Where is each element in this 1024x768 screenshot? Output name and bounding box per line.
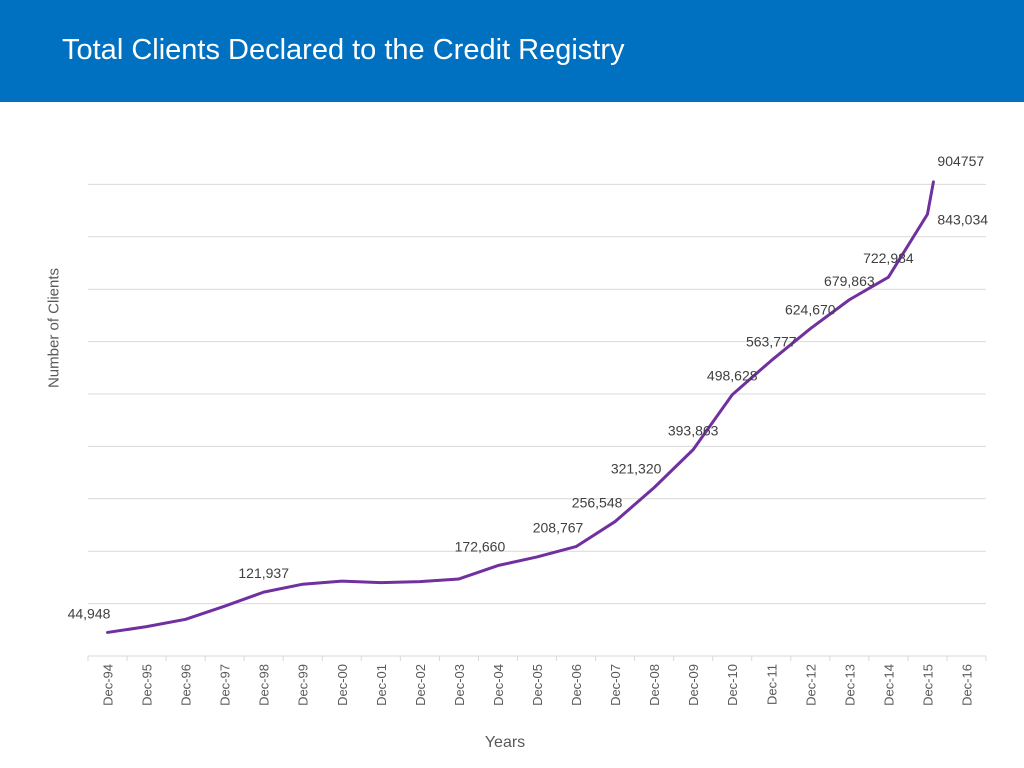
x-tick-label: Dec-06 xyxy=(569,664,584,706)
x-tick-label: Dec-00 xyxy=(335,664,350,706)
x-tick-label: Dec-04 xyxy=(491,664,506,706)
x-tick-label: Dec-12 xyxy=(803,664,818,706)
data-label: 843,034 xyxy=(937,211,988,227)
data-label: 722,984 xyxy=(863,250,914,266)
title-banner: Total Clients Declared to the Credit Reg… xyxy=(0,0,1024,102)
data-label: 393,863 xyxy=(668,423,719,439)
x-tick-label: Dec-98 xyxy=(257,664,272,706)
x-tick-label: Dec-95 xyxy=(140,664,155,706)
x-tick-label: Dec-96 xyxy=(179,664,194,706)
x-tick-label: Dec-02 xyxy=(413,664,428,706)
data-label: 121,937 xyxy=(238,565,289,581)
data-label: 321,320 xyxy=(611,461,662,477)
data-label: 44,948 xyxy=(68,605,111,621)
data-label: 208,767 xyxy=(533,520,584,536)
x-tick-label: Dec-97 xyxy=(218,664,233,706)
x-tick-label: Dec-14 xyxy=(881,664,896,706)
data-label: 256,548 xyxy=(572,495,623,511)
x-tick-label: Dec-94 xyxy=(101,664,116,706)
x-tick-label: Dec-03 xyxy=(452,664,467,706)
x-axis-title: Years xyxy=(484,734,526,751)
data-label: 172,660 xyxy=(455,539,506,555)
x-tick-label: Dec-05 xyxy=(530,664,545,706)
data-label: 563,777 xyxy=(746,334,797,350)
data-label: 679,863 xyxy=(824,273,875,289)
data-label: 498,628 xyxy=(707,368,758,384)
x-tick-label: Dec-01 xyxy=(374,664,389,706)
y-axis-title: Number of Clients xyxy=(45,267,63,389)
series-line xyxy=(106,180,935,634)
data-label: 904757 xyxy=(937,153,984,169)
x-tick-label: Dec-10 xyxy=(725,664,740,706)
x-tick-label: Dec-15 xyxy=(920,664,935,706)
x-tick-label: Dec-13 xyxy=(842,664,857,706)
data-label: 624,670 xyxy=(785,302,836,318)
page-title: Total Clients Declared to the Credit Reg… xyxy=(62,34,625,66)
x-tick-label: Dec-99 xyxy=(296,664,311,706)
x-tick-label: Dec-16 xyxy=(959,664,974,706)
x-tick-label: Dec-07 xyxy=(608,664,623,706)
x-tick-label: Dec-09 xyxy=(686,664,701,706)
x-tick-label: Dec-11 xyxy=(764,664,779,705)
x-tick-label: Dec-08 xyxy=(647,664,662,706)
